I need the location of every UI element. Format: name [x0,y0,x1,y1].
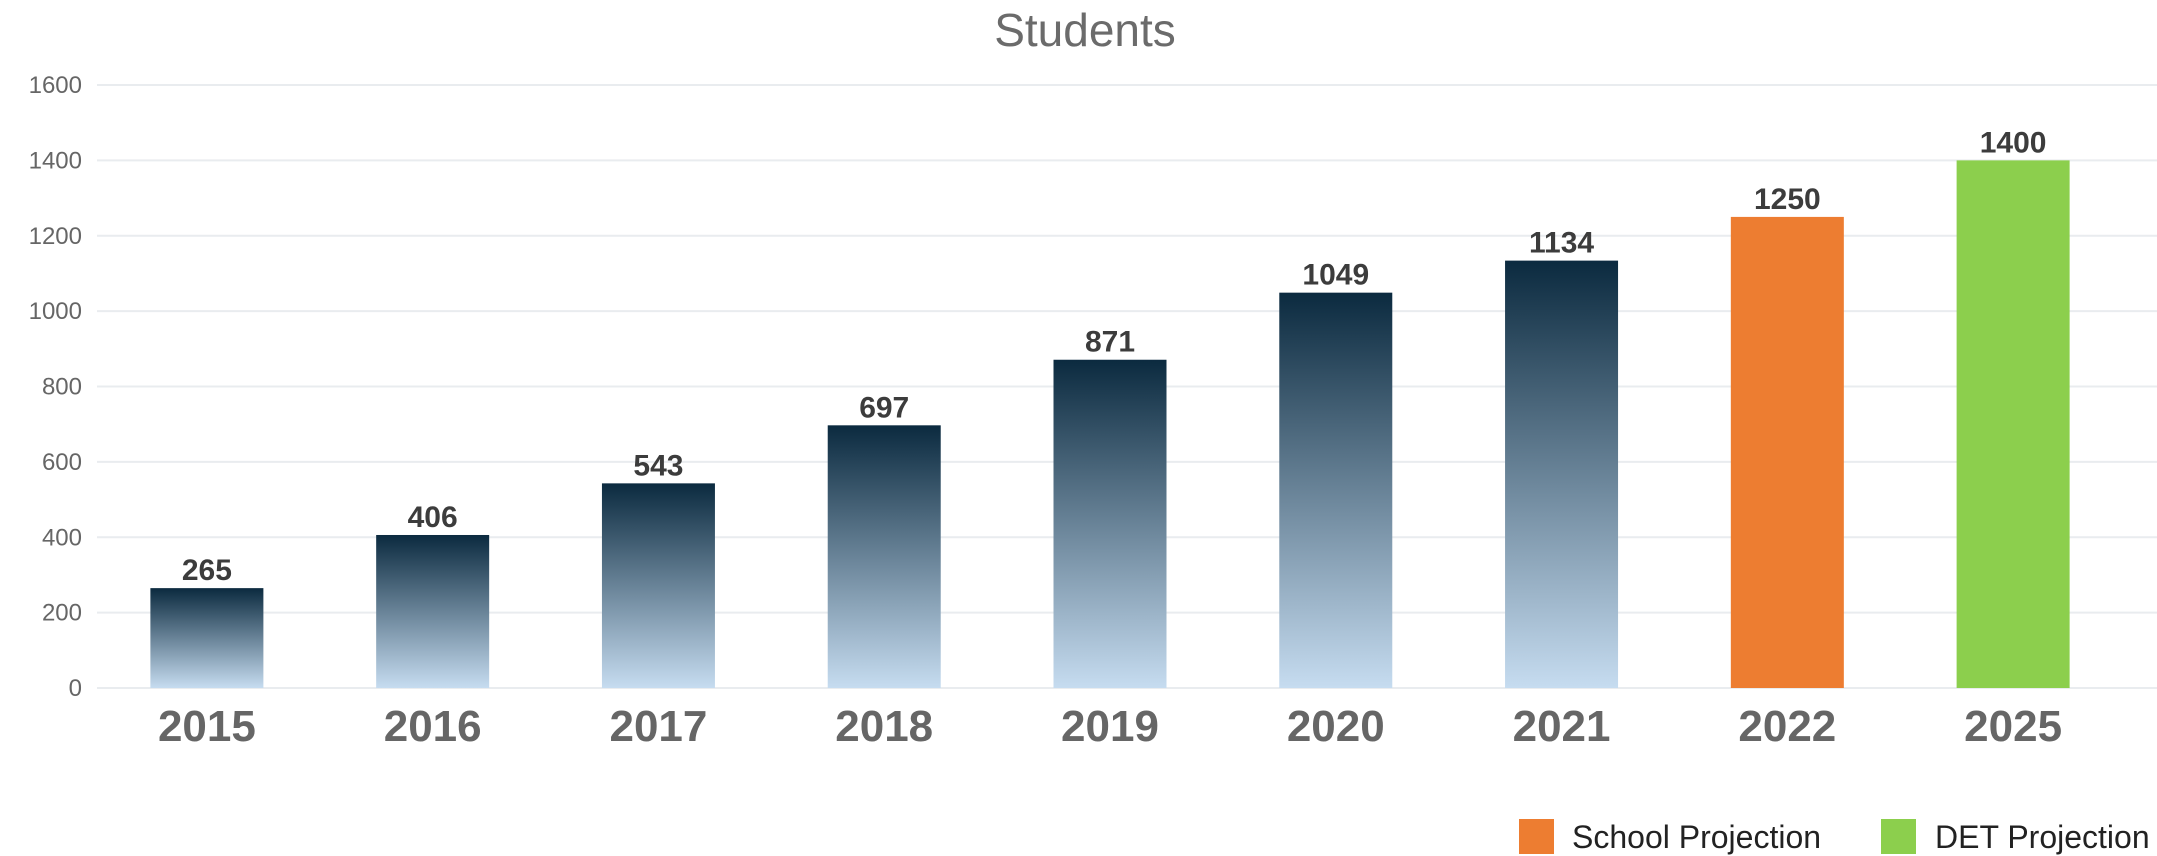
legend-label-det-projection: DET Projection [1935,819,2150,855]
data-label-2015: 265 [182,554,232,587]
legend-swatch-det-projection [1881,819,1916,854]
y-tick-label: 1600 [29,72,82,99]
x-tick-label-2015: 2015 [158,702,256,751]
bar-2022 [1730,216,1844,688]
data-label-2016: 406 [408,501,458,534]
legend: School Projection DET Projection [1519,819,2150,855]
y-tick-label: 200 [42,600,82,627]
data-label-2021: 1134 [1529,227,1594,260]
bar-2019 [1053,359,1167,688]
x-tick-label-2017: 2017 [609,702,707,751]
bar-2020 [1279,292,1393,688]
data-label-2018: 697 [859,391,909,424]
y-tick-label: 800 [42,374,82,401]
y-tick-label: 400 [42,524,82,551]
y-tick-label: 1000 [29,298,82,325]
y-axis-ticks: 0 200 400 600 800 1000 1200 1400 1600 [29,72,82,702]
y-tick-label: 600 [42,449,82,476]
data-label-2020: 1049 [1302,259,1369,292]
data-label-2019: 871 [1085,326,1135,359]
bar-2018 [827,425,941,688]
bar-2015 [150,588,264,688]
x-tick-label-2018: 2018 [835,702,933,751]
y-tick-label: 1200 [29,223,82,250]
x-tick-label-2019: 2019 [1061,702,1159,751]
bar-2025 [1956,160,2070,688]
bar-2017 [601,483,715,688]
x-tick-label-2021: 2021 [1513,702,1611,751]
bar-2016 [376,534,490,688]
data-label-2017: 543 [633,449,683,482]
data-labels: 265 406 543 697 871 1049 1134 1250 1400 [182,126,2047,587]
legend-label-school-projection: School Projection [1572,819,1821,855]
legend-swatch-school-projection [1519,819,1554,854]
x-axis-ticks: 2015 2016 2017 2018 2019 2020 2021 2022 2025 [158,702,2062,751]
x-tick-label-2022: 2022 [1738,702,1836,751]
bar-2021 [1505,260,1619,688]
y-tick-label: 0 [69,675,82,702]
chart-title: Students [994,4,1176,56]
x-tick-label-2020: 2020 [1287,702,1385,751]
bars [150,160,2070,688]
y-tick-label: 1400 [29,147,82,174]
x-tick-label-2025: 2025 [1964,702,2062,751]
data-label-2025: 1400 [1980,126,2047,159]
x-tick-label-2016: 2016 [384,702,482,751]
data-label-2022: 1250 [1754,183,1821,216]
